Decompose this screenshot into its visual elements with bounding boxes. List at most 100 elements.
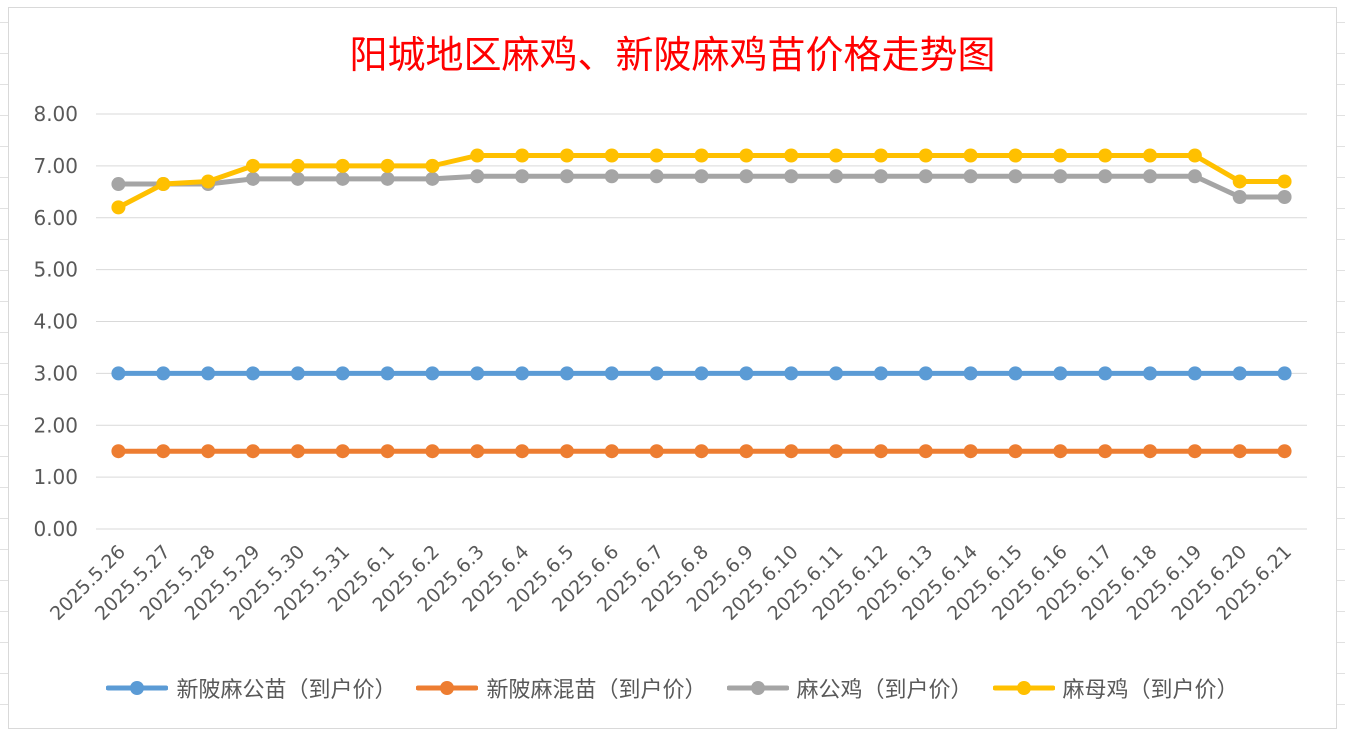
data-point [201, 366, 216, 381]
legend-marker [106, 681, 169, 695]
data-point [649, 366, 664, 381]
data-point [784, 366, 799, 381]
data-point [873, 444, 888, 459]
data-point [873, 169, 888, 184]
data-point [1143, 444, 1158, 459]
data-point [290, 171, 305, 186]
data-point [559, 444, 574, 459]
y-tick-label: 3.00 [33, 361, 78, 385]
data-point [604, 444, 619, 459]
data-point [245, 171, 260, 186]
legend-label: 新陂麻混苗（到户价） [486, 678, 707, 703]
y-tick-label: 7.00 [33, 154, 78, 178]
data-point [694, 148, 709, 163]
data-point [290, 366, 305, 381]
data-point [425, 366, 440, 381]
legend-marker [416, 681, 479, 695]
data-point [470, 366, 485, 381]
y-tick-label: 0.00 [33, 517, 78, 541]
data-point [425, 444, 440, 459]
data-point [604, 169, 619, 184]
legend-item-3: 麻公鸡（到户价） [726, 672, 973, 704]
data-point [380, 158, 395, 173]
y-tick-label: 5.00 [33, 258, 78, 282]
data-point [1143, 169, 1158, 184]
data-point [784, 444, 799, 459]
data-point [559, 366, 574, 381]
data-point [1232, 366, 1247, 381]
data-point [694, 366, 709, 381]
data-point [470, 148, 485, 163]
data-point [245, 444, 260, 459]
data-point [1232, 174, 1247, 189]
data-point [739, 148, 754, 163]
data-point [918, 169, 933, 184]
y-tick-label: 8.00 [33, 102, 78, 126]
data-point [1277, 174, 1292, 189]
data-point [559, 148, 574, 163]
data-point [1008, 169, 1023, 184]
data-point [111, 177, 126, 192]
data-point [111, 200, 126, 215]
data-point [739, 366, 754, 381]
data-point [335, 366, 350, 381]
data-point [515, 169, 530, 184]
data-point [739, 169, 754, 184]
data-point [1143, 148, 1158, 163]
data-point [1187, 169, 1202, 184]
legend-item-1: 新陂麻公苗（到户价） [106, 672, 396, 704]
data-point [1232, 190, 1247, 204]
y-tick-label: 6.00 [33, 206, 78, 230]
data-point [335, 444, 350, 459]
data-point [739, 444, 754, 459]
data-point [201, 174, 216, 189]
data-point [694, 444, 709, 459]
data-point [1008, 366, 1023, 381]
data-point [694, 169, 709, 184]
legend-label: 新陂麻公苗（到户价） [176, 678, 397, 703]
data-point [784, 169, 799, 184]
data-point [873, 148, 888, 163]
data-point [245, 366, 260, 381]
data-point [829, 444, 844, 459]
data-point [290, 158, 305, 173]
data-point [380, 444, 395, 459]
y-tick-label: 4.00 [33, 310, 78, 334]
data-point [1143, 366, 1158, 381]
data-point [649, 169, 664, 184]
data-point [335, 171, 350, 186]
data-point [963, 444, 978, 459]
y-tick-label: 2.00 [33, 413, 78, 437]
data-point [470, 444, 485, 459]
data-point [425, 158, 440, 173]
data-point [1232, 444, 1247, 459]
data-point [1053, 366, 1068, 381]
legend-marker [992, 681, 1055, 695]
data-point [649, 444, 664, 459]
data-point [515, 148, 530, 163]
data-point [784, 148, 799, 163]
legend-item-4: 麻母鸡（到户价） [992, 672, 1239, 704]
data-point [380, 366, 395, 381]
data-point [380, 171, 395, 186]
data-point [829, 148, 844, 163]
data-point [963, 148, 978, 163]
data-point [604, 366, 619, 381]
data-point [1008, 148, 1023, 163]
data-point [873, 366, 888, 381]
data-point [470, 169, 485, 184]
legend-label: 麻母鸡（到户价） [1062, 678, 1239, 703]
legend-marker [726, 681, 789, 695]
data-point [156, 177, 171, 192]
data-point [335, 158, 350, 173]
data-point [604, 148, 619, 163]
data-point [515, 366, 530, 381]
data-point [1187, 366, 1202, 381]
data-point [1098, 366, 1113, 381]
chart-area[interactable] [8, 7, 1337, 729]
data-point [425, 171, 440, 186]
data-point [829, 366, 844, 381]
data-point [111, 444, 126, 459]
data-point [1187, 148, 1202, 163]
